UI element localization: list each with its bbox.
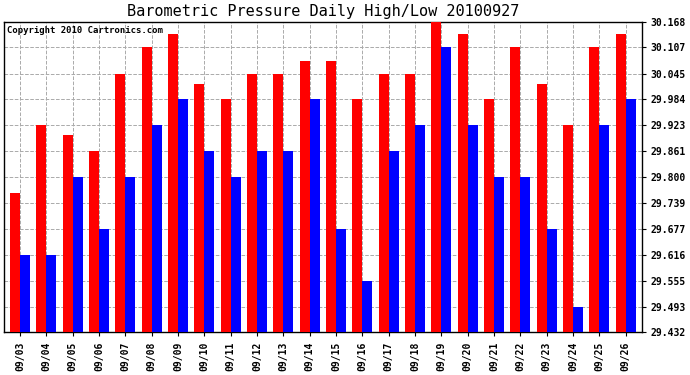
Bar — [230, 177, 241, 332]
Text: Copyright 2010 Cartronics.com: Copyright 2010 Cartronics.com — [8, 26, 164, 35]
Bar — [257, 151, 267, 332]
Bar — [221, 99, 230, 332]
Bar — [494, 177, 504, 332]
Bar — [126, 177, 135, 332]
Title: Barometric Pressure Daily High/Low 20100927: Barometric Pressure Daily High/Low 20100… — [127, 4, 519, 19]
Bar — [615, 34, 626, 332]
Bar — [63, 135, 72, 332]
Bar — [353, 99, 362, 332]
Bar — [415, 125, 425, 332]
Bar — [626, 99, 635, 332]
Bar — [431, 22, 442, 332]
Bar — [336, 229, 346, 332]
Bar — [284, 151, 293, 332]
Bar — [46, 255, 57, 332]
Bar — [573, 307, 583, 332]
Bar — [405, 74, 415, 332]
Bar — [537, 84, 546, 332]
Bar — [388, 151, 399, 332]
Bar — [247, 74, 257, 332]
Bar — [457, 34, 468, 332]
Bar — [20, 255, 30, 332]
Bar — [299, 60, 310, 332]
Bar — [589, 48, 600, 332]
Bar — [89, 152, 99, 332]
Bar — [310, 99, 319, 332]
Bar — [379, 74, 388, 332]
Bar — [468, 125, 477, 332]
Bar — [600, 125, 609, 332]
Bar — [563, 125, 573, 332]
Bar — [520, 177, 531, 332]
Bar — [511, 48, 520, 332]
Bar — [195, 84, 204, 332]
Bar — [72, 177, 83, 332]
Bar — [168, 34, 178, 332]
Bar — [178, 99, 188, 332]
Bar — [326, 60, 336, 332]
Bar — [152, 125, 161, 332]
Bar — [362, 280, 373, 332]
Bar — [99, 229, 109, 332]
Bar — [442, 48, 451, 332]
Bar — [37, 125, 46, 332]
Bar — [204, 152, 215, 332]
Bar — [546, 229, 557, 332]
Bar — [10, 193, 20, 332]
Bar — [115, 74, 126, 332]
Bar — [141, 48, 152, 332]
Bar — [273, 74, 284, 332]
Bar — [484, 99, 494, 332]
